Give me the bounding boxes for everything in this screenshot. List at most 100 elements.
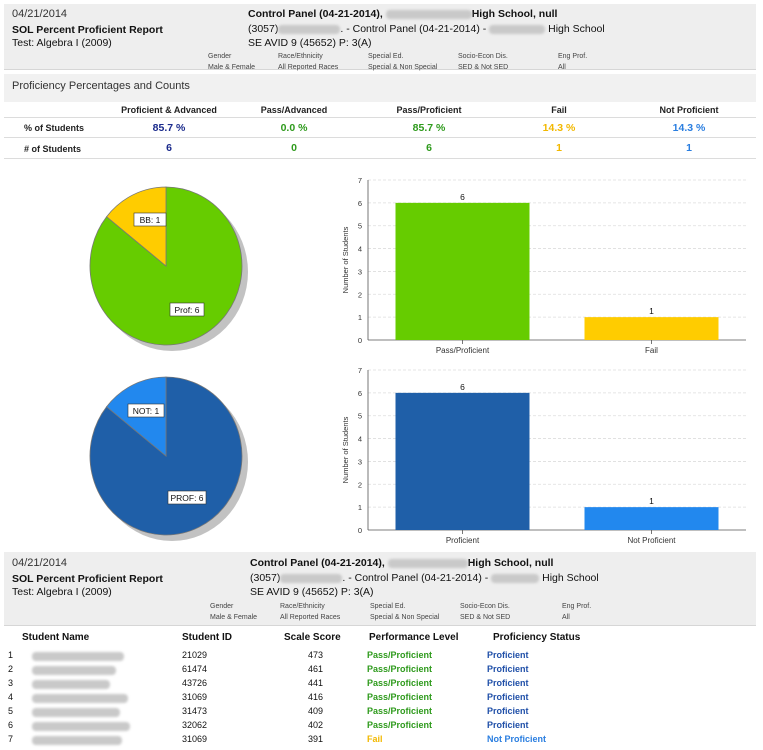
col-header-not-prof: Not Proficient: [659, 105, 719, 115]
count-prof-adv: 6: [166, 142, 172, 154]
y-tick-label: 2: [358, 480, 362, 489]
filter-engprof-value: All: [562, 614, 570, 621]
col-header-pass-prof: Pass/Proficient: [396, 105, 462, 115]
filter-sed-value: SED & Not SED: [458, 64, 509, 71]
row-number: 4: [8, 692, 14, 702]
y-tick-label: 4: [358, 435, 362, 444]
y-tick-label: 2: [358, 290, 362, 299]
school-name: High School, null: [471, 8, 558, 20]
pie-chart-pass-fail: BB: 1 Prof: 6: [89, 186, 248, 351]
pct-pass-prof: 85.7 %: [412, 122, 446, 134]
panel-desc: . - Control Panel (04-21-2014) -: [340, 23, 487, 35]
col-header-fail: Fail: [551, 105, 567, 115]
panel-desc: . - Control Panel (04-21-2014) -: [342, 572, 489, 584]
pie-label-fail: BB: 1: [140, 215, 161, 225]
panel-line-1: Control Panel (04-21-2014), High School,…: [248, 8, 557, 20]
y-tick-label: 0: [358, 526, 362, 535]
bar-fail: [584, 317, 719, 340]
row-number: 6: [8, 720, 14, 730]
filter-gender-value: Male & Female: [208, 64, 256, 71]
col-header-scale-score: Scale Score: [284, 632, 341, 643]
pie-label-proficient: PROF: 6: [170, 493, 203, 503]
row-number: 1: [8, 650, 14, 660]
redacted-text: [491, 573, 540, 583]
pie-chart-proficiency: NOT: 1 PROF: 6: [89, 376, 248, 541]
filter-gender-value: Male & Female: [210, 614, 258, 621]
col-header-proficiency-status: Proficiency Status: [493, 632, 581, 643]
divider: [4, 158, 756, 159]
redacted-student-name: [32, 652, 124, 661]
y-tick-label: 0: [358, 336, 362, 345]
student-id: 61474: [182, 664, 208, 674]
student-id: 31069: [182, 692, 208, 702]
x-tick-label: Not Proficient: [627, 536, 676, 545]
panel-line-3: SE AVID 9 (45652) P: 3(A): [250, 586, 374, 598]
x-tick-label: Fail: [645, 346, 658, 355]
proficiency-status: Proficient: [487, 720, 529, 730]
pct-prof-adv: 85.7 %: [152, 122, 186, 134]
redacted-text: [387, 558, 468, 568]
report-title: SOL Percent Proficient Report: [12, 573, 163, 585]
bar-proficient: [395, 392, 530, 530]
proficiency-status: Not Proficient: [487, 734, 547, 744]
redacted-student-name: [32, 722, 130, 731]
panel-code: (3057): [250, 572, 281, 584]
performance-level: Fail: [367, 734, 383, 744]
performance-level: Pass/Proficient: [367, 720, 433, 730]
pie-slice-fail: [106, 186, 167, 267]
performance-level: Pass/Proficient: [367, 664, 433, 674]
scale-score: 441: [308, 678, 324, 688]
redacted-text: [489, 24, 546, 34]
redacted-text: [385, 9, 472, 19]
filter-sped-label: Special Ed.: [370, 603, 406, 610]
table-row[interactable]: 4 31069 416 Pass/Proficient Proficient: [4, 692, 756, 706]
pie-label-box: [167, 490, 207, 505]
scale-score: 391: [308, 734, 324, 744]
school-label: High School: [548, 23, 605, 35]
table-row[interactable]: 5 31473 409 Pass/Proficient Proficient: [4, 706, 756, 720]
bar-chart-pass-fail: 0 1 2 3 4 5 6 7 Number of Students 6 Pass/Proficie…: [341, 176, 746, 355]
divider: [4, 117, 756, 118]
scale-score: 473: [308, 650, 324, 660]
report-test: Test: Algebra I (2009): [12, 586, 112, 598]
filter-engprof-value: All: [558, 64, 566, 71]
table-row[interactable]: 1 21029 473 Pass/Proficient Proficient: [4, 650, 756, 664]
filter-engprof-label: Eng Prof.: [558, 53, 588, 60]
proficiency-section-title: Proficiency Percentages and Counts: [12, 80, 190, 92]
col-header-pass-adv: Pass/Advanced: [260, 105, 328, 115]
proficiency-status: Proficient: [487, 706, 529, 716]
filter-sed-label: Socio-Econ Dis.: [460, 603, 510, 610]
filter-race-value: All Reported Races: [278, 64, 339, 71]
row-number: 2: [8, 664, 14, 674]
y-tick-label: 7: [358, 176, 362, 185]
filter-race-label: Race/Ethnicity: [278, 53, 323, 60]
redacted-student-name: [32, 708, 120, 717]
filter-sed-value: SED & Not SED: [460, 614, 511, 621]
school-label: High School: [542, 572, 599, 584]
performance-level: Pass/Proficient: [367, 678, 433, 688]
proficiency-status: Proficient: [487, 650, 529, 660]
data-label: 6: [460, 382, 465, 392]
pie-label-not-proficient: NOT: 1: [133, 406, 160, 416]
scale-score: 402: [308, 720, 324, 730]
count-not-prof: 1: [686, 142, 692, 154]
bar-pass-proficient: [395, 202, 530, 340]
table-row[interactable]: 7 31069 391 Fail Not Proficient: [4, 734, 756, 748]
table-row[interactable]: 2 61474 461 Pass/Proficient Proficient: [4, 664, 756, 678]
filter-gender-label: Gender: [208, 53, 232, 60]
pie-label-pass: Prof: 6: [174, 305, 199, 315]
table-row[interactable]: 3 43726 441 Pass/Proficient Proficient: [4, 678, 756, 692]
y-tick-label: 3: [358, 267, 362, 276]
student-id: 31069: [182, 734, 208, 744]
redacted-student-name: [32, 694, 128, 703]
filter-gender-label: Gender: [210, 603, 234, 610]
student-id: 43726: [182, 678, 208, 688]
pie-label-box: [133, 212, 167, 227]
redacted-student-name: [32, 680, 110, 689]
panel-name: Control Panel (04-21-2014),: [250, 557, 385, 569]
col-header-performance-level: Performance Level: [369, 632, 459, 643]
performance-level: Pass/Proficient: [367, 692, 433, 702]
y-tick-label: 5: [358, 222, 362, 231]
table-row[interactable]: 6 32062 402 Pass/Proficient Proficient: [4, 720, 756, 734]
report-date: 04/21/2014: [12, 8, 68, 20]
